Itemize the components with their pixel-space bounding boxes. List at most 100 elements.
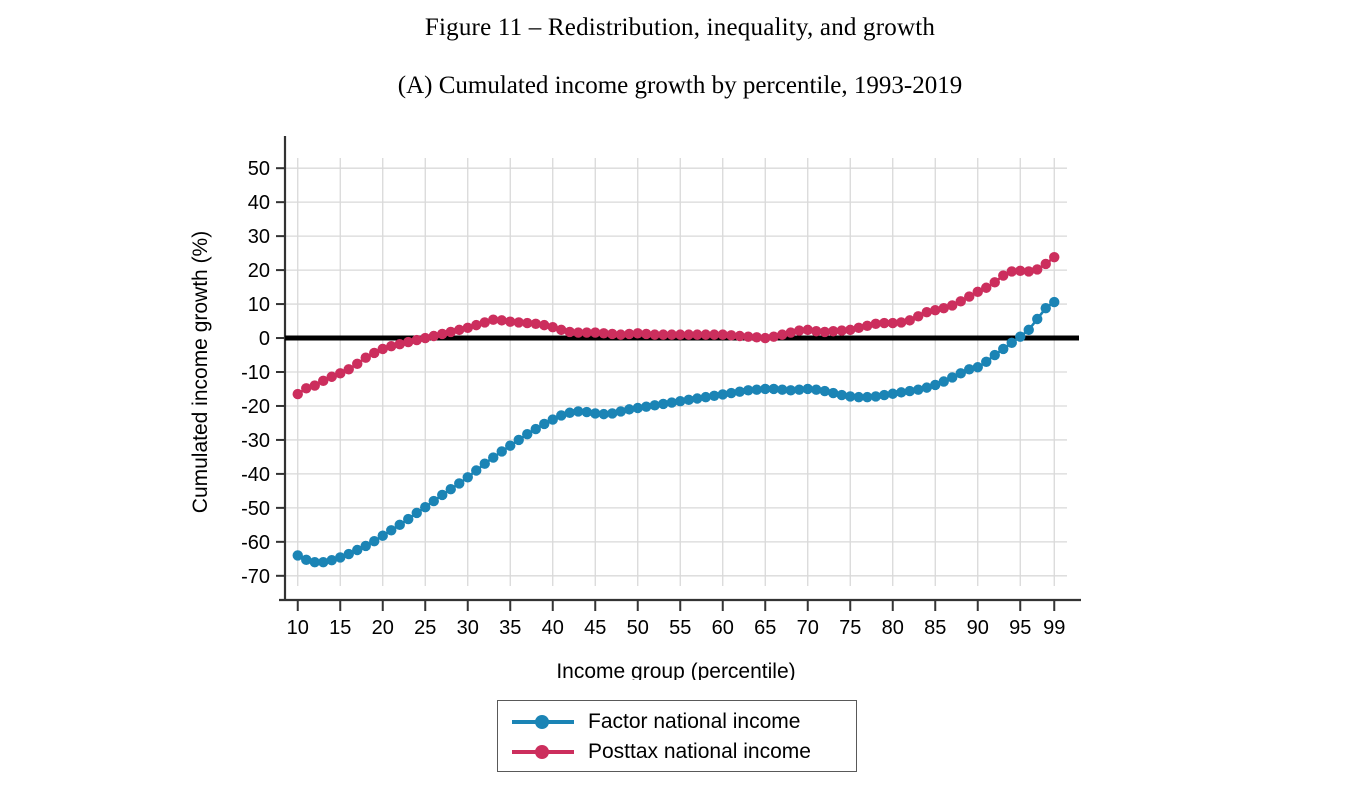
legend-key-line-marker-icon bbox=[512, 711, 574, 733]
series-marker-0 bbox=[1006, 337, 1017, 348]
series-marker-0 bbox=[726, 387, 737, 399]
series-marker-1 bbox=[726, 330, 737, 341]
series-marker-1 bbox=[530, 318, 541, 329]
legend-label: Factor national income bbox=[588, 710, 801, 733]
series-marker-1 bbox=[615, 329, 626, 340]
y-axis-tick-label: 40 bbox=[248, 192, 270, 214]
x-axis-title: Income group (percentile) bbox=[556, 660, 795, 680]
series-marker-0 bbox=[641, 401, 652, 412]
series-marker-1 bbox=[360, 352, 371, 363]
series-marker-0 bbox=[734, 386, 745, 397]
series-marker-0 bbox=[930, 379, 941, 391]
series-marker-0 bbox=[479, 458, 490, 469]
y-axis-tick-label: -30 bbox=[241, 430, 270, 452]
series-marker-1 bbox=[717, 329, 728, 340]
series-marker-0 bbox=[666, 397, 677, 408]
series-marker-1 bbox=[879, 317, 890, 329]
series-marker-0 bbox=[377, 530, 388, 541]
series-marker-0 bbox=[403, 513, 414, 525]
x-axis-tick-label: 60 bbox=[712, 617, 734, 639]
series-marker-0 bbox=[1015, 331, 1026, 342]
series-marker-1 bbox=[989, 277, 1000, 288]
series-marker-1 bbox=[386, 340, 397, 352]
series-marker-1 bbox=[556, 324, 567, 336]
series-marker-0 bbox=[998, 343, 1009, 355]
series-marker-1 bbox=[318, 375, 329, 387]
series-line-1 bbox=[296, 255, 1056, 396]
x-axis-tick-label: 75 bbox=[839, 617, 861, 639]
series-marker-1 bbox=[921, 307, 932, 318]
series-marker-1 bbox=[1032, 264, 1043, 275]
series-marker-0 bbox=[386, 525, 397, 536]
series-marker-1 bbox=[981, 282, 992, 293]
series-marker-1 bbox=[785, 327, 796, 338]
series-marker-1 bbox=[454, 324, 465, 336]
x-axis-tick-label: 90 bbox=[967, 617, 989, 639]
series-marker-1 bbox=[1049, 251, 1060, 263]
series-marker-1 bbox=[445, 326, 456, 338]
series-marker-1 bbox=[836, 325, 847, 336]
series-marker-1 bbox=[377, 343, 388, 355]
series-marker-1 bbox=[845, 324, 856, 336]
series-marker-0 bbox=[785, 385, 796, 396]
series-marker-1 bbox=[913, 311, 924, 322]
x-axis-tick-label: 55 bbox=[669, 617, 691, 639]
x-axis-tick-label: 10 bbox=[287, 617, 309, 639]
series-marker-0 bbox=[717, 389, 728, 400]
series-marker-1 bbox=[666, 329, 677, 340]
series-marker-1 bbox=[930, 304, 941, 316]
series-marker-1 bbox=[887, 317, 898, 329]
series-marker-1 bbox=[819, 326, 830, 338]
series-marker-1 bbox=[547, 321, 558, 333]
x-axis-tick-label: 15 bbox=[329, 617, 351, 639]
series-marker-0 bbox=[649, 400, 660, 411]
series-marker-1 bbox=[564, 326, 575, 338]
plot-area: -70 -60 -50 -40 -30 -20 -10 0 10 20 30 40 50 10 15 20 25… bbox=[0, 120, 1360, 680]
series-marker-0 bbox=[921, 382, 932, 393]
series-marker-0 bbox=[811, 384, 822, 395]
series-marker-0 bbox=[972, 362, 983, 373]
series-marker-1 bbox=[802, 324, 813, 336]
series-marker-1 bbox=[496, 315, 507, 326]
series-marker-0 bbox=[768, 383, 779, 395]
series-marker-1 bbox=[479, 317, 490, 328]
series-marker-0 bbox=[326, 554, 337, 566]
series-marker-0 bbox=[318, 557, 329, 568]
series-marker-0 bbox=[454, 478, 465, 489]
series-marker-1 bbox=[760, 332, 771, 344]
series-marker-0 bbox=[709, 390, 720, 401]
series-marker-0 bbox=[845, 391, 856, 402]
series-marker-1 bbox=[1006, 266, 1017, 277]
series-marker-1 bbox=[896, 317, 907, 328]
series-marker-1 bbox=[1040, 258, 1051, 270]
series-marker-0 bbox=[624, 404, 635, 415]
series-marker-1 bbox=[777, 329, 788, 340]
series-marker-0 bbox=[607, 408, 618, 419]
series-marker-0 bbox=[675, 396, 686, 407]
y-axis-title: Cumulated income growth (%) bbox=[189, 231, 212, 513]
series-marker-1 bbox=[632, 328, 643, 339]
series-marker-1 bbox=[403, 336, 414, 348]
series-marker-0 bbox=[938, 376, 949, 387]
legend-item-factor-national-income: Factor national income bbox=[512, 707, 800, 737]
series-marker-1 bbox=[853, 322, 864, 334]
series-marker-1 bbox=[624, 328, 635, 340]
series-marker-1 bbox=[394, 338, 405, 350]
series-marker-0 bbox=[836, 389, 847, 401]
series-marker-0 bbox=[598, 408, 609, 420]
series-marker-0 bbox=[420, 501, 431, 513]
series-marker-0 bbox=[1023, 324, 1034, 336]
y-axis-tick-label: 10 bbox=[248, 294, 270, 316]
y-axis-tick-label: -50 bbox=[241, 498, 270, 520]
series-marker-0 bbox=[989, 349, 1000, 361]
series-marker-1 bbox=[692, 329, 703, 340]
series-marker-0 bbox=[471, 465, 482, 476]
x-axis-tick-label: 99 bbox=[1043, 617, 1065, 639]
series-marker-1 bbox=[462, 322, 473, 334]
series-marker-0 bbox=[292, 550, 303, 561]
x-axis-tick-label: 50 bbox=[627, 617, 649, 639]
x-axis-tick-label: 95 bbox=[1009, 617, 1031, 639]
series-marker-1 bbox=[471, 319, 482, 331]
series-marker-0 bbox=[981, 356, 992, 368]
series-marker-0 bbox=[692, 393, 703, 404]
